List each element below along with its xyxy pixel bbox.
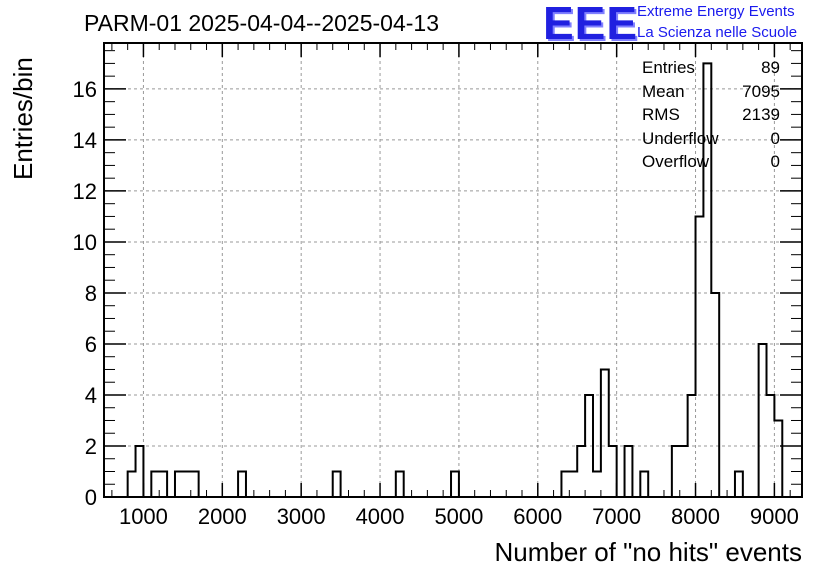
x-axis-label: Number of "no hits" events — [494, 537, 803, 567]
x-tick-label: 9000 — [750, 504, 799, 529]
x-tick-label: 2000 — [198, 504, 247, 529]
stat-value: 2139 — [742, 105, 780, 124]
stat-underflow: Underflow 0 — [642, 129, 780, 153]
stat-rms: RMS 2139 — [642, 105, 780, 129]
histogram-bin — [601, 369, 609, 497]
histogram-bin — [680, 446, 688, 497]
histogram-bin — [136, 446, 144, 497]
histogram-bin — [183, 471, 191, 497]
y-tick-label: 4 — [85, 383, 97, 408]
stat-value: 89 — [761, 58, 780, 77]
y-tick-label: 14 — [73, 128, 97, 153]
histogram-bin — [333, 471, 341, 497]
stat-value: 7095 — [742, 81, 780, 101]
histogram-bin — [593, 471, 601, 497]
histogram-bin — [759, 344, 767, 497]
stat-label: Underflow — [642, 128, 719, 148]
histogram-bin — [609, 446, 617, 497]
y-tick-label: 8 — [85, 281, 97, 306]
histogram-bin — [128, 471, 136, 497]
histogram-bin — [561, 471, 569, 497]
stat-mean: Mean 7095 — [642, 82, 780, 106]
histogram-bin — [191, 471, 199, 497]
histogram-bin — [569, 471, 577, 497]
y-axis-label: Entries/bin — [8, 57, 38, 180]
histogram-bin — [159, 471, 167, 497]
y-tick-label: 0 — [85, 485, 97, 510]
logo-line-1: Extreme Energy Events — [637, 3, 795, 20]
stat-label: Mean — [642, 81, 685, 101]
histogram-bin — [577, 446, 585, 497]
plot-frame — [103, 42, 803, 498]
x-tick-label: 7000 — [592, 504, 641, 529]
stat-label: RMS — [642, 105, 680, 124]
histogram-bin — [640, 471, 648, 497]
histogram-bin — [175, 471, 183, 497]
stat-label: Overflow — [642, 152, 710, 171]
y-tick-label: 10 — [73, 230, 97, 255]
x-tick-label: 6000 — [513, 504, 562, 529]
y-tick-label: 6 — [85, 332, 97, 357]
histogram-bin — [774, 420, 782, 497]
histogram-bin — [672, 446, 680, 497]
stat-entries: Entries 89 — [642, 58, 780, 82]
logo-line-2: La Scienza nelle Scuole — [637, 24, 798, 41]
stat-label: Entries — [642, 58, 695, 77]
histogram-bin — [735, 471, 743, 497]
x-tick-label: 8000 — [671, 504, 720, 529]
chart-title: PARM-01 2025-04-04--2025-04-13 — [84, 10, 439, 36]
x-tick-label: 1000 — [119, 504, 168, 529]
histogram-bin — [238, 471, 246, 497]
histogram-bin — [625, 446, 633, 497]
y-tick-label: 2 — [85, 434, 97, 459]
y-tick-label: 12 — [73, 179, 97, 204]
x-tick-label: 5000 — [434, 504, 483, 529]
histogram-bin — [696, 216, 704, 497]
x-tick-label: 3000 — [277, 504, 326, 529]
histogram-bin — [451, 471, 459, 497]
stat-value: 0 — [770, 128, 780, 148]
histogram-bin — [151, 471, 159, 497]
stats-box: Entries 89 Mean 7095 RMS 2139 Underflow … — [642, 58, 780, 176]
stat-value: 0 — [770, 152, 780, 171]
x-tick-label: 4000 — [356, 504, 405, 529]
histogram-bin — [396, 471, 404, 497]
stat-overflow: Overflow 0 — [642, 152, 780, 176]
eee-logo: EEE — [543, 0, 639, 49]
y-tick-label: 16 — [73, 77, 97, 102]
